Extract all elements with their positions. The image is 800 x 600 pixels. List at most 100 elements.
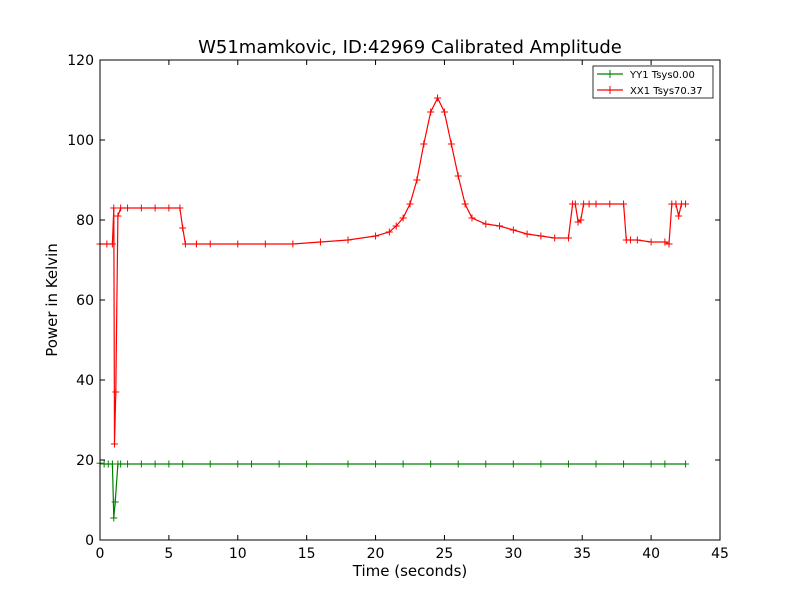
- data-point: [165, 460, 173, 468]
- plot-area: [96, 94, 690, 522]
- data-point: [661, 238, 669, 246]
- x-tick-label: 5: [164, 546, 173, 562]
- series-line-1: [99, 462, 686, 519]
- data-point: [151, 460, 159, 468]
- data-point: [344, 236, 352, 244]
- y-tick-label: 60: [76, 293, 94, 309]
- y-tick-label: 120: [67, 53, 94, 69]
- data-point: [124, 460, 132, 468]
- data-point: [564, 460, 572, 468]
- x-tick-label: 35: [573, 546, 591, 562]
- data-point: [551, 234, 559, 242]
- y-tick-label: 40: [76, 373, 94, 389]
- x-tick-label: 30: [504, 546, 522, 562]
- data-point: [647, 238, 655, 246]
- data-point: [234, 240, 242, 248]
- chart-title: W51mamkovic, ID:42969 Calibrated Amplitu…: [198, 37, 622, 58]
- data-point: [275, 460, 283, 468]
- data-point: [261, 240, 269, 248]
- legend-entry: XX1 Tsys70.37: [597, 86, 703, 97]
- y-axis: 0 20 40 60 80 100 120: [67, 53, 720, 549]
- data-point: [399, 460, 407, 468]
- data-point: [110, 204, 118, 212]
- x-tick-label: 20: [367, 546, 385, 562]
- data-point: [620, 200, 628, 208]
- legend: YY1 Tsys0.00 XX1 Tsys70.37: [592, 65, 714, 99]
- x-tick-label: 10: [229, 546, 247, 562]
- data-point: [206, 240, 214, 248]
- data-point: [110, 514, 118, 522]
- data-point: [454, 172, 462, 180]
- data-point: [372, 232, 380, 240]
- x-axis: 0 5 10 15 20 25 30 35 40 45: [96, 60, 729, 562]
- data-point: [461, 200, 469, 208]
- data-point: [434, 94, 442, 102]
- data-point: [124, 204, 132, 212]
- data-point: [385, 228, 393, 236]
- data-point: [564, 234, 572, 242]
- data-point: [137, 204, 145, 212]
- data-point: [316, 238, 324, 246]
- data-point: [234, 460, 242, 468]
- y-tick-label: 80: [76, 213, 94, 229]
- data-point: [427, 108, 435, 116]
- data-point: [468, 214, 476, 222]
- data-point: [523, 230, 531, 238]
- data-point: [192, 240, 200, 248]
- data-point: [427, 460, 435, 468]
- data-point: [248, 460, 256, 468]
- data-point: [117, 204, 125, 212]
- data-point: [114, 212, 122, 220]
- data-point: [413, 176, 421, 184]
- data-point: [675, 212, 683, 220]
- legend-label: XX1 Tsys70.37: [630, 86, 703, 97]
- data-point: [626, 236, 634, 244]
- y-tick-label: 100: [67, 133, 94, 149]
- x-tick-label: 15: [298, 546, 316, 562]
- data-point: [181, 240, 189, 248]
- data-point: [592, 200, 600, 208]
- data-point: [537, 232, 545, 240]
- data-point: [633, 236, 641, 244]
- data-point: [482, 220, 490, 228]
- data-point: [620, 460, 628, 468]
- data-point: [108, 240, 116, 248]
- data-point: [117, 460, 125, 468]
- legend-entry: YY1 Tsys0.00: [597, 70, 695, 81]
- x-axis-label: Time (seconds): [352, 562, 468, 580]
- data-point: [577, 216, 585, 224]
- x-tick-label: 40: [642, 546, 660, 562]
- x-tick-label: 25: [436, 546, 454, 562]
- data-point: [151, 204, 159, 212]
- data-point: [454, 460, 462, 468]
- data-point: [406, 200, 414, 208]
- data-point: [110, 440, 118, 448]
- y-tick-label: 20: [76, 453, 94, 469]
- data-point: [682, 200, 690, 208]
- data-point: [571, 200, 579, 208]
- data-point: [344, 460, 352, 468]
- data-point: [372, 460, 380, 468]
- y-axis-label: Power in Kelvin: [43, 243, 61, 357]
- x-tick-label: 0: [96, 546, 105, 562]
- data-point: [420, 140, 428, 148]
- legend-box: [592, 65, 714, 99]
- data-point: [392, 222, 400, 230]
- data-point: [661, 460, 669, 468]
- data-point: [289, 240, 297, 248]
- data-point: [165, 204, 173, 212]
- data-point: [592, 460, 600, 468]
- legend-label: YY1 Tsys0.00: [629, 70, 695, 81]
- data-point: [179, 224, 187, 232]
- data-point: [509, 226, 517, 234]
- data-point: [137, 460, 145, 468]
- data-point: [496, 222, 504, 230]
- data-point: [111, 498, 119, 506]
- data-point: [179, 460, 187, 468]
- data-point: [585, 200, 593, 208]
- x-tick-label: 45: [711, 546, 729, 562]
- data-point: [537, 460, 545, 468]
- data-point: [303, 460, 311, 468]
